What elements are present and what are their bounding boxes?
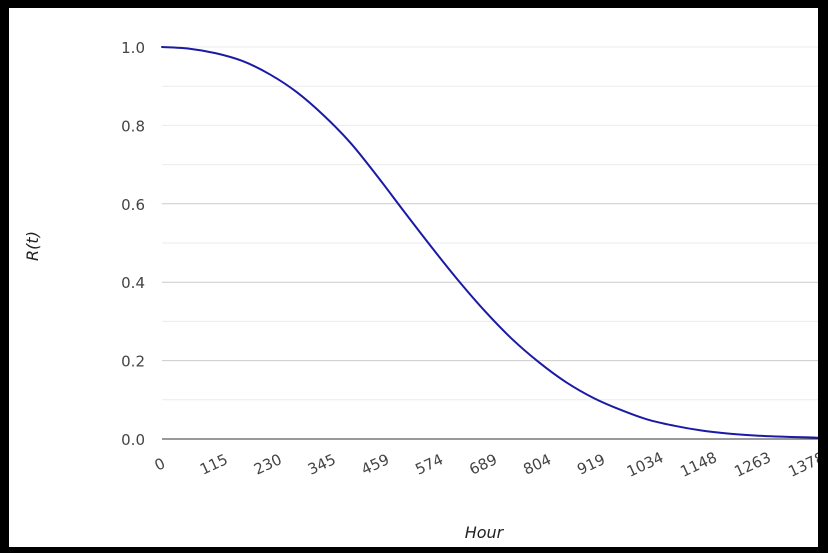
chart-frame: 0.0 0.2 0.4 0.6 0.8 1.0 0 115 230 345 459 574 689 804… xyxy=(7,8,820,549)
y-axis-title: R(t) xyxy=(23,231,42,261)
x-tick-label: 1148 xyxy=(678,448,720,480)
y-tick-label: 0.2 xyxy=(121,353,145,371)
x-axis-title: Hour xyxy=(465,523,505,542)
y-tick-label: 0.6 xyxy=(121,196,145,214)
x-tick-label: 345 xyxy=(305,450,339,478)
x-tick-label: 1378 xyxy=(785,448,818,480)
x-tick-label: 919 xyxy=(574,450,608,478)
reliability-chart: 0.0 0.2 0.4 0.6 0.8 1.0 0 115 230 345 459 574 689 804… xyxy=(23,39,818,542)
x-tick-label: 459 xyxy=(359,450,393,478)
x-tick-label: 115 xyxy=(197,450,231,478)
x-tick-label: 230 xyxy=(251,450,285,478)
y-tick-label: 0.0 xyxy=(121,431,145,449)
x-tick-label: 574 xyxy=(412,450,446,478)
x-tick-label: 0 xyxy=(152,454,168,474)
series xyxy=(161,46,818,439)
tick-labels: 0.0 0.2 0.4 0.6 0.8 1.0 0 115 230 345 459 574 689 804… xyxy=(121,39,818,481)
x-tick-label: 689 xyxy=(466,450,500,478)
y-tick-label: 0.4 xyxy=(121,274,145,292)
reliability-line xyxy=(161,46,818,439)
x-tick-label: 1034 xyxy=(624,448,666,480)
y-tick-label: 0.8 xyxy=(121,117,145,135)
gridlines xyxy=(162,46,818,401)
y-tick-label: 1.0 xyxy=(121,39,145,57)
x-tick-label: 1263 xyxy=(731,448,773,480)
x-tick-label: 804 xyxy=(520,450,554,478)
